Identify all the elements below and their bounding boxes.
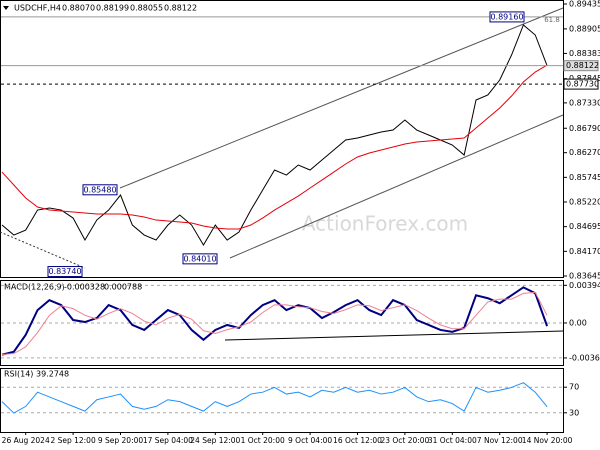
annotation-label: 0.83740 [48,267,81,276]
ohlc-value: 0.88199 [96,4,129,13]
ohlc-value: 0.88055 [130,4,163,13]
y-tick-label: 0.89435 [569,0,600,9]
x-tick-label: 14 Nov 20:00 [522,436,573,445]
annotation-box [82,184,118,196]
price-panel [0,0,564,278]
macd-readout: -0.000328 [64,283,105,292]
x-tick-label: 9 Sep 20:00 [98,436,144,445]
rsi-panel [0,368,564,433]
x-tick-label: 26 Aug 2024 [2,436,50,445]
y-tick-label: 0.85220 [569,198,600,207]
macd-trendline [224,330,564,341]
annotation-label: 0.84010 [183,254,216,263]
level-label: 0.87730 [566,80,599,89]
x-tick-label: 7 Nov 12:00 [477,436,523,445]
current-price-label: 0.88122 [566,61,599,70]
annotation-label: 0.89160 [490,12,523,21]
channel-upper [119,7,564,189]
y-tick-label: 0.88383 [569,49,600,58]
y-tick-label: 0.88905 [569,24,600,33]
y-tick-label: 70 [569,383,579,392]
x-tick-label: 1 Oct 20:00 [241,436,285,445]
watermark: ActionForex.com [302,212,468,236]
rsi-title: RSI(14) [4,370,33,379]
x-tick-label: 17 Sep 04:00 [143,436,193,445]
rsi-readout: 39.2748 [36,370,69,379]
trend-dashed [0,231,86,269]
series-line [1,382,548,414]
y-tick-label: 0.003942 [569,281,600,290]
x-tick-label: 31 Oct 04:00 [428,436,477,445]
level-box [563,78,599,90]
annotation-box [47,266,83,278]
channel-lower [229,114,564,259]
annotation-box [182,253,218,265]
y-tick-label: 0.00 [569,318,587,327]
annotation-box [489,11,525,23]
x-tick-label: 2 Sep 12:00 [50,436,96,445]
annotation-label: 0.85480 [83,185,116,194]
ohlc-value: 0.88122 [164,4,197,13]
y-tick-label: 0.84170 [569,247,600,256]
y-tick-label: -0.00366 [569,353,600,362]
y-tick-label: 0.83645 [569,272,600,281]
x-tick-label: 9 Oct 04:00 [288,436,332,445]
x-tick-label: 23 Oct 20:00 [380,436,429,445]
symbol: USDCHF,H4 [14,4,61,13]
ohlc-value: 0.88070 [62,4,95,13]
macd-title: MACD(12,26,9) [4,283,65,292]
y-tick-label: 0.86270 [569,148,600,157]
y-tick-label: 0.87330 [569,98,600,107]
price-box [563,60,599,72]
y-tick-label: 0.86790 [569,124,600,133]
x-tick-label: 16 Oct 12:00 [333,436,382,445]
menu-icon [3,6,9,10]
y-tick-label: 0.84695 [569,222,600,231]
series-line [1,286,549,356]
series-line [1,64,548,230]
fib-label: 61.8 [544,16,560,24]
series-line [1,24,548,247]
y-tick-label: 30 [569,408,579,417]
macd-readout: 0.000788 [104,283,142,292]
x-tick-label: 24 Sep 12:00 [190,436,240,445]
y-tick-label: 0.85745 [569,173,600,182]
series-line [1,291,548,355]
